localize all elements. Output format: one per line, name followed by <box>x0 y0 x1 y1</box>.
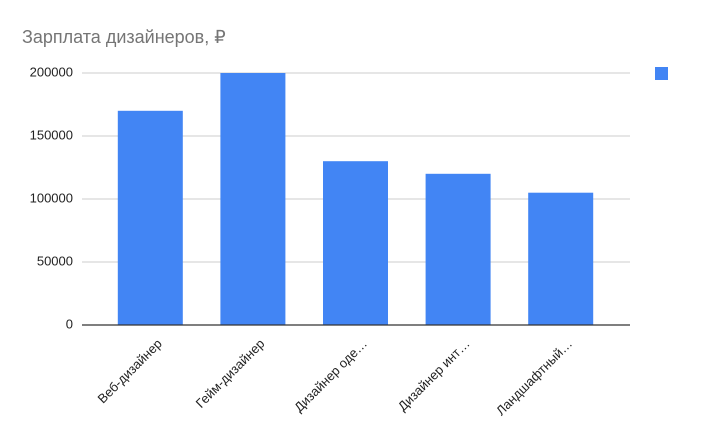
chart-title: Зарплата дизайнеров, ₽ <box>22 27 226 47</box>
y-tick-label: 0 <box>66 316 73 331</box>
bar <box>220 73 286 325</box>
y-tick-label: 100000 <box>30 190 73 205</box>
bar <box>117 110 183 325</box>
y-tick-label: 150000 <box>30 127 73 142</box>
bar <box>528 192 594 325</box>
bar <box>323 161 388 325</box>
legend-swatch <box>655 67 668 80</box>
y-tick-label: 200000 <box>30 64 73 79</box>
y-tick-label: 50000 <box>37 253 73 268</box>
bar <box>425 173 491 325</box>
